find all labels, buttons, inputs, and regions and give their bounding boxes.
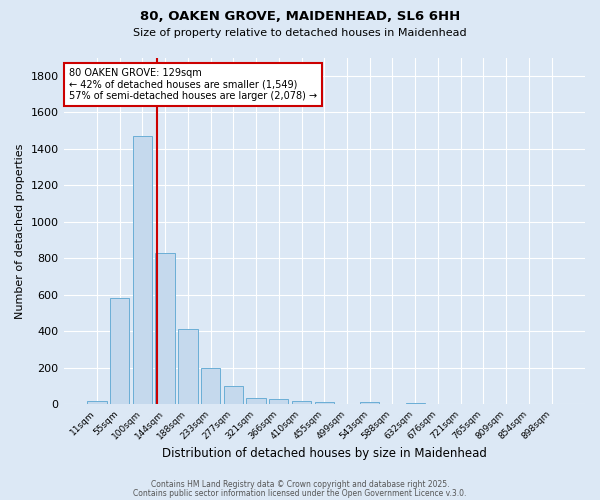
Y-axis label: Number of detached properties: Number of detached properties: [15, 144, 25, 318]
Bar: [314, 402, 334, 404]
Bar: [201, 368, 220, 405]
Bar: [247, 398, 266, 404]
Bar: [224, 386, 243, 404]
Bar: [178, 328, 197, 404]
Text: 80 OAKEN GROVE: 129sqm
← 42% of detached houses are smaller (1,549)
57% of semi-: 80 OAKEN GROVE: 129sqm ← 42% of detached…: [69, 68, 317, 101]
Bar: [292, 401, 311, 404]
X-axis label: Distribution of detached houses by size in Maidenhead: Distribution of detached houses by size …: [162, 447, 487, 460]
Bar: [360, 402, 379, 404]
Text: 80, OAKEN GROVE, MAIDENHEAD, SL6 6HH: 80, OAKEN GROVE, MAIDENHEAD, SL6 6HH: [140, 10, 460, 23]
Text: Contains HM Land Registry data © Crown copyright and database right 2025.: Contains HM Land Registry data © Crown c…: [151, 480, 449, 489]
Bar: [133, 136, 152, 404]
Bar: [406, 402, 425, 404]
Text: Contains public sector information licensed under the Open Government Licence v.: Contains public sector information licen…: [133, 488, 467, 498]
Bar: [269, 399, 289, 404]
Bar: [155, 253, 175, 404]
Text: Size of property relative to detached houses in Maidenhead: Size of property relative to detached ho…: [133, 28, 467, 38]
Bar: [110, 298, 130, 405]
Bar: [87, 401, 107, 404]
